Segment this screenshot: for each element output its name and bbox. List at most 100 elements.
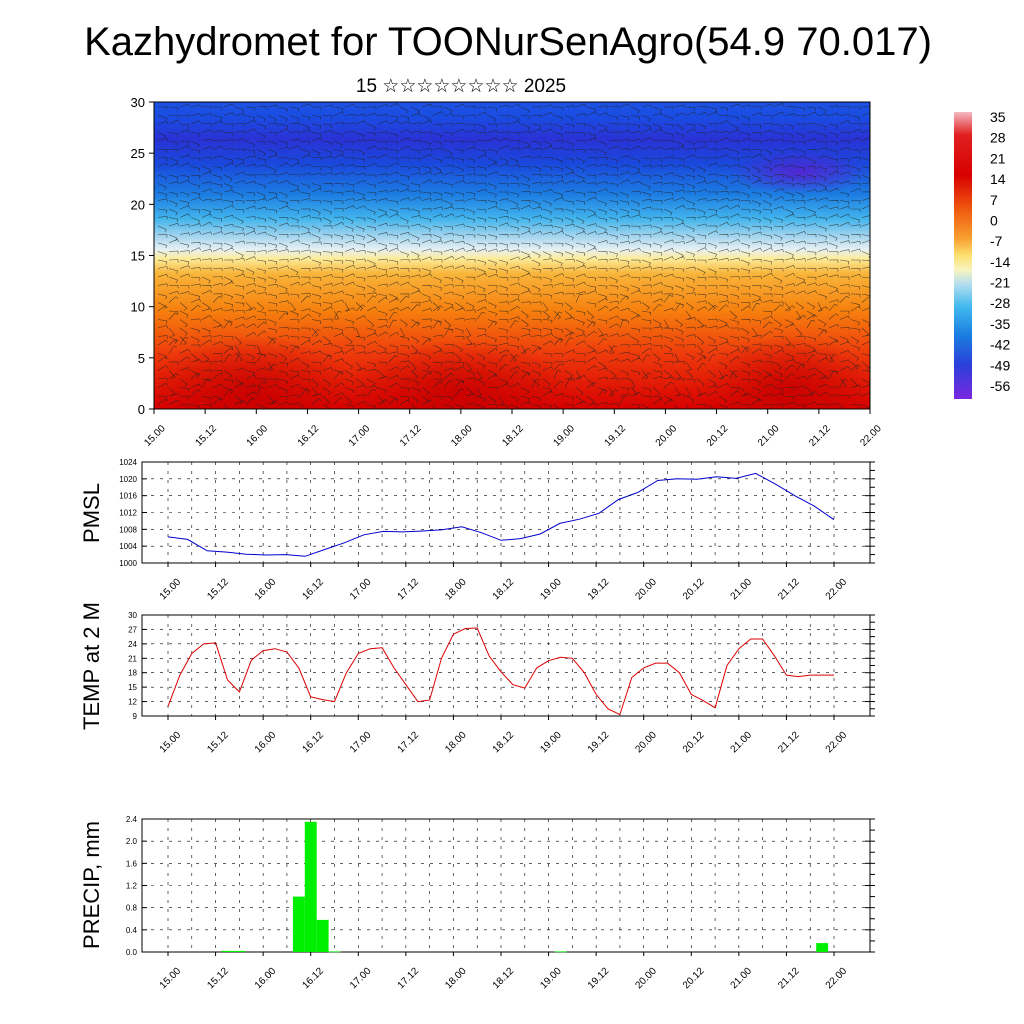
- precip-bar: [233, 950, 246, 952]
- colorbar-strip: [954, 112, 972, 399]
- temp-xtick-label: 17.12: [396, 729, 422, 755]
- pmsl-xtick-label: 19.00: [538, 576, 564, 602]
- temp-ytick-label: 18: [128, 669, 137, 678]
- precip-xtick-label: 18.00: [443, 965, 469, 991]
- precip-ytick-label: 1.6: [126, 859, 138, 868]
- pmsl-xtick-label: 16.00: [253, 576, 279, 602]
- temp-ytick-label: 12: [128, 698, 137, 707]
- heatmap-warm-core: [340, 340, 580, 409]
- heatmap-xtick-label: 20.12: [705, 423, 731, 449]
- pmsl-ytick-label: 1016: [119, 492, 137, 501]
- temp-xtick-label: 19.00: [538, 729, 564, 755]
- colorbar-label: 28: [990, 130, 1006, 146]
- temp-ytick-label: 24: [128, 640, 137, 649]
- temp-ytick-label: 21: [128, 654, 137, 663]
- pmsl-ytick-label: 1020: [119, 475, 137, 484]
- pmsl-ylabel: PMSL: [79, 483, 104, 543]
- temp-xtick-label: 22.00: [824, 729, 850, 755]
- colorbar-label: 35: [990, 109, 1006, 125]
- colorbar-label: -49: [990, 357, 1010, 373]
- colorbar-label: -42: [990, 337, 1010, 353]
- temp-xtick-label: 21.12: [776, 729, 802, 755]
- heatmap-xtick-label: 20.00: [654, 423, 680, 449]
- pmsl-xtick-label: 22.00: [824, 576, 850, 602]
- colorbar-label: -56: [990, 378, 1010, 394]
- temp-frame: [141, 614, 871, 717]
- pmsl-xtick-label: 18.00: [443, 576, 469, 602]
- pmsl-xtick-label: 19.12: [586, 576, 612, 602]
- temp-series-line: [167, 627, 834, 716]
- temp-panel: 30 27 24 21 18 15 12 9 15.00 15.12 16.00 16.12 17.00…: [79, 602, 875, 755]
- colorbar-label: -14: [990, 254, 1010, 270]
- colorbar-label: -7: [990, 233, 1003, 249]
- heatmap-warm-core: [700, 335, 870, 409]
- heatmap-xtick-label: 16.00: [245, 423, 271, 449]
- pmsl-xtick-label: 15.00: [158, 576, 184, 602]
- heatmap-cold-core: [730, 150, 870, 194]
- precip-bar: [221, 950, 234, 952]
- heatmap-ytick-label: 0: [138, 402, 145, 417]
- pmsl-ytick-label: 1000: [119, 559, 137, 568]
- colorbar: 35 28 21 14 7 0 -7 -14 -21 -28 -35 -42 -49 -56: [954, 109, 1010, 399]
- precip-bar: [316, 919, 329, 952]
- precip-bar: [304, 821, 317, 952]
- heatmap-ytick-label: 20: [131, 197, 145, 212]
- pmsl-ytick-label: 1012: [119, 509, 137, 518]
- colorbar-label: 7: [990, 192, 998, 208]
- pmsl-xtick-label: 15.12: [205, 576, 231, 602]
- heatmap-xtick-label: 15.12: [193, 423, 219, 449]
- temp-ytick-label: 9: [133, 712, 138, 721]
- temp-xtick-label: 15.00: [158, 729, 184, 755]
- temp-ytick-label: 30: [128, 611, 137, 620]
- pmsl-xtick-label: 20.12: [681, 576, 707, 602]
- colorbar-label: -21: [990, 275, 1010, 291]
- pmsl-panel: 1024 1020 1016 1012 1008 1004 1000 15.00 15.12 16…: [79, 458, 875, 602]
- precip-bar: [328, 951, 341, 953]
- temperature-cross-section: 0 5 10 15 20 25 30 15.00 15.12 16.00 16.12 17.00 17…: [131, 95, 885, 449]
- temp-ytick-label: 27: [128, 625, 137, 634]
- pmsl-xtick-label: 17.00: [348, 576, 374, 602]
- temp-xtick-label: 16.00: [253, 729, 279, 755]
- precip-bar: [816, 943, 829, 952]
- heatmap-warm-core: [154, 335, 360, 409]
- precip-ylabel: PRECIP, mm: [79, 821, 104, 949]
- precip-xtick-label: 21.12: [776, 965, 802, 991]
- precip-panel: 2.4 2.0 1.6 1.2 0.8 0.4 0.0 15.00 15.12 16.00 16.1…: [79, 815, 875, 991]
- heatmap-xtick-label: 21.00: [756, 423, 782, 449]
- colorbar-label: 0: [990, 212, 998, 228]
- precip-xtick-label: 17.12: [396, 965, 422, 991]
- heatmap-xtick-label: 16.12: [296, 423, 322, 449]
- heatmap-xtick-label: 15.00: [142, 423, 168, 449]
- temp-xtick-label: 15.12: [205, 729, 231, 755]
- temp-xtick-label: 18.00: [443, 729, 469, 755]
- pmsl-ytick-label: 1008: [119, 525, 137, 534]
- precip-xtick-label: 21.00: [729, 965, 755, 991]
- temp-xtick-label: 20.12: [681, 729, 707, 755]
- temp-ytick-label: 15: [128, 683, 137, 692]
- chart-subtitle: 15 ☆☆☆☆☆☆☆☆ 2025: [356, 76, 566, 97]
- precip-ytick-label: 0.8: [126, 904, 138, 913]
- temp-xtick-label: 21.00: [729, 729, 755, 755]
- pmsl-xtick-label: 21.00: [729, 576, 755, 602]
- precip-ytick-label: 2.0: [126, 837, 138, 846]
- temp-xtick-label: 19.12: [586, 729, 612, 755]
- wind-barbs: [157, 103, 870, 409]
- precip-xtick-label: 20.00: [633, 965, 659, 991]
- pmsl-ytick-label: 1024: [119, 458, 137, 467]
- pmsl-xtick-label: 17.12: [396, 576, 422, 602]
- pmsl-xtick-label: 20.00: [633, 576, 659, 602]
- heatmap-xtick-label: 22.00: [858, 423, 884, 449]
- precip-xtick-label: 20.12: [681, 965, 707, 991]
- heatmap-xtick-label: 21.12: [807, 423, 833, 449]
- precip-ytick-label: 0.0: [126, 948, 138, 957]
- pmsl-ytick-label: 1004: [119, 542, 137, 551]
- heatmap-xtick-label: 17.00: [347, 423, 373, 449]
- precip-ytick-label: 2.4: [126, 815, 138, 824]
- precip-xtick-label: 19.00: [538, 965, 564, 991]
- precip-xtick-label: 15.00: [158, 965, 184, 991]
- pmsl-xtick-label: 21.12: [776, 576, 802, 602]
- heatmap-xtick-label: 18.12: [500, 423, 526, 449]
- precip-xtick-label: 16.00: [253, 965, 279, 991]
- heatmap-xtick-label: 18.00: [449, 423, 475, 449]
